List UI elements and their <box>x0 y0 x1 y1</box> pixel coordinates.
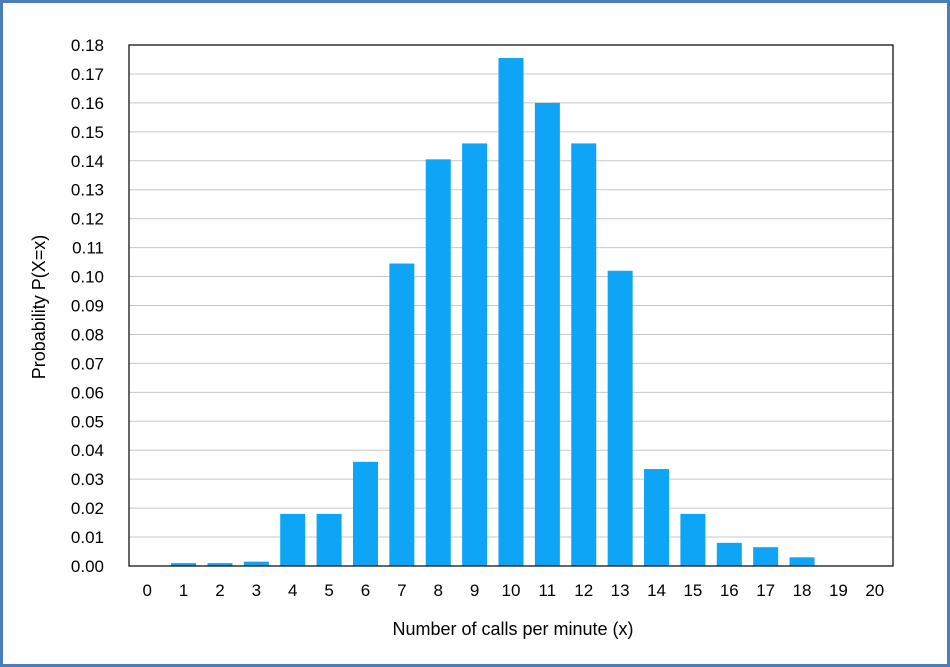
x-tick-label: 3 <box>252 581 261 600</box>
x-tick-label: 16 <box>720 581 739 600</box>
x-tick-label: 2 <box>215 581 224 600</box>
bar-x-1 <box>171 563 197 566</box>
y-tick-label: 0.18 <box>71 36 104 55</box>
y-axis-title: Probability P(X=x) <box>29 235 49 380</box>
bar-x-3 <box>243 561 269 566</box>
x-tick-label: 20 <box>865 581 884 600</box>
bar-chart: 0.00 0.01 0.02 0.03 0.04 0.05 0.06 0.07 0.08 0.09… <box>29 36 894 639</box>
bar-x-11 <box>534 102 560 566</box>
y-tick-label: 0.12 <box>71 210 104 229</box>
y-tick-label: 0.07 <box>71 354 104 373</box>
x-tick-label: 9 <box>470 581 479 600</box>
y-tick-label: 0.10 <box>71 268 104 287</box>
plot-border <box>128 44 894 567</box>
y-tick-label: 0.04 <box>71 441 104 460</box>
x-tick-label: 19 <box>829 581 848 600</box>
x-tick-label: 12 <box>574 581 593 600</box>
x-tick-label: 11 <box>539 581 557 600</box>
y-tick-label: 0.09 <box>71 297 104 316</box>
x-tick-label: 10 <box>502 581 521 600</box>
x-tick-label: 5 <box>324 581 333 600</box>
y-tick-label: 0.14 <box>71 152 104 171</box>
x-tick-label: 15 <box>683 581 702 600</box>
bar-x-14 <box>644 469 670 566</box>
y-tick-label: 0.13 <box>71 181 104 200</box>
bar-x-9 <box>462 143 488 566</box>
x-tick-label: 4 <box>288 581 297 600</box>
x-tick-label: 1 <box>179 581 188 600</box>
y-tick-label: 0.06 <box>71 383 104 402</box>
y-tick-label: 0.00 <box>71 557 104 576</box>
axes <box>128 44 894 567</box>
x-tick-label: 17 <box>756 581 775 600</box>
bar-x-10 <box>498 58 524 567</box>
bar-x-16 <box>716 542 742 566</box>
y-tick-label: 0.01 <box>71 528 104 547</box>
bar-x-8 <box>425 159 451 566</box>
bar-x-17 <box>753 547 779 566</box>
y-tick-label: 0.15 <box>71 123 104 142</box>
bar-x-15 <box>680 513 706 566</box>
bar-x-12 <box>571 143 597 566</box>
bar-x-4 <box>280 513 306 566</box>
y-tick-label: 0.02 <box>71 499 104 518</box>
y-tick-label: 0.11 <box>72 239 104 258</box>
bar-x-13 <box>607 270 633 566</box>
x-tick-labels: 0 1 2 3 4 5 6 7 8 9 10 11 12 13 14 15 16 17 18 19 20 <box>142 581 884 600</box>
y-tick-label: 0.08 <box>71 325 104 344</box>
x-axis-title: Number of calls per minute (x) <box>392 619 633 639</box>
x-tick-label: 18 <box>793 581 812 600</box>
bar-x-18 <box>789 557 815 566</box>
bars <box>171 58 815 567</box>
bar-x-6 <box>352 461 378 566</box>
y-tick-label: 0.05 <box>71 412 104 431</box>
y-tick-labels: 0.00 0.01 0.02 0.03 0.04 0.05 0.06 0.07 0.08 0.09… <box>71 36 104 576</box>
x-tick-label: 7 <box>397 581 406 600</box>
y-tick-label: 0.16 <box>71 94 104 113</box>
bar-x-5 <box>316 513 342 566</box>
x-tick-label: 13 <box>611 581 630 600</box>
y-tick-label: 0.17 <box>71 65 104 84</box>
x-tick-label: 8 <box>434 581 443 600</box>
y-tick-label: 0.03 <box>71 470 104 489</box>
x-tick-label: 14 <box>647 581 666 600</box>
bar-x-7 <box>389 263 415 566</box>
x-tick-label: 6 <box>361 581 370 600</box>
x-tick-label: 0 <box>142 581 151 600</box>
bar-x-2 <box>207 563 233 566</box>
